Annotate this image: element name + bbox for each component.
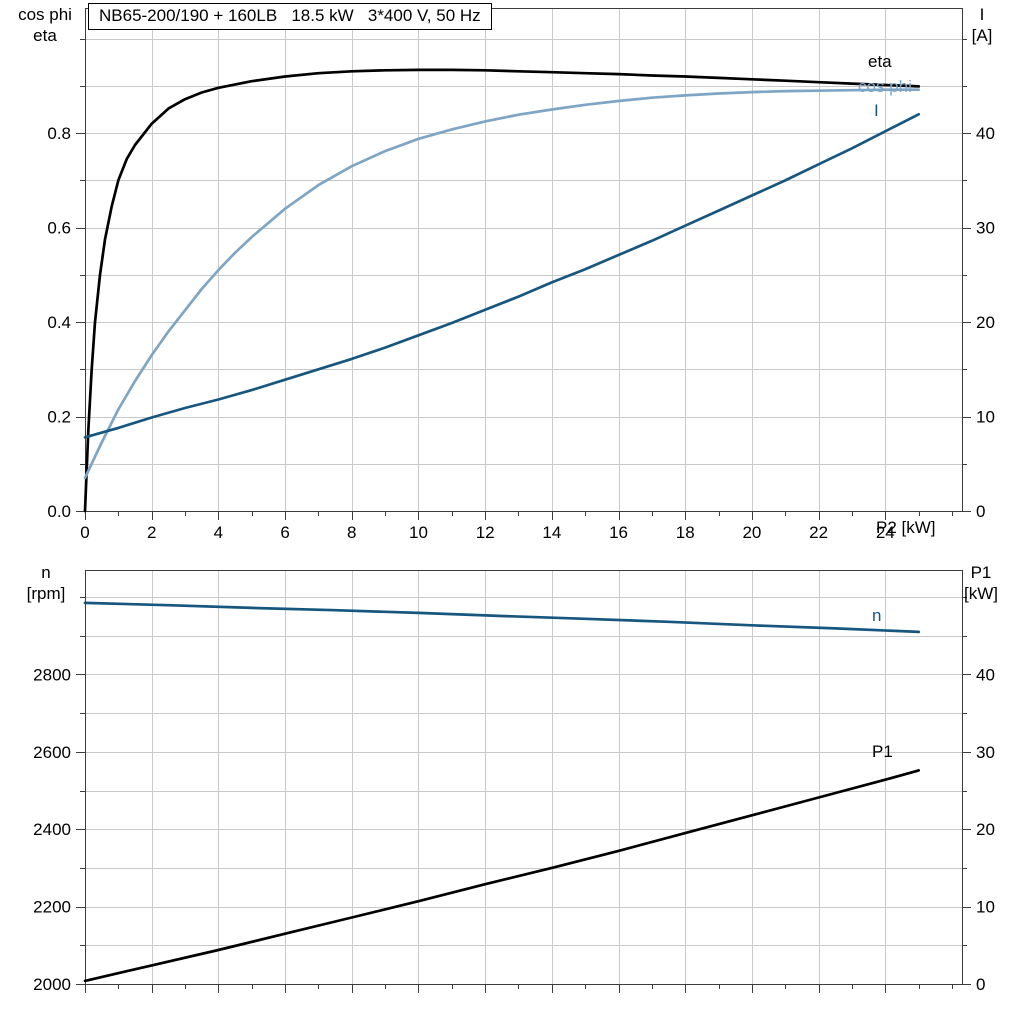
cos-phi-curve-label: cos phi — [858, 77, 912, 96]
svg-text:22: 22 — [809, 523, 828, 542]
chart-title-box: NB65-200/190 + 160LB 18.5 kW 3*400 V, 50… — [88, 3, 492, 30]
svg-text:2800: 2800 — [33, 665, 71, 684]
svg-text:6: 6 — [280, 523, 289, 542]
svg-text:24: 24 — [876, 523, 895, 542]
svg-text:30: 30 — [976, 219, 995, 238]
eta-curve-label: eta — [868, 52, 892, 71]
top-right-axis-header: I [A] — [952, 4, 1012, 46]
svg-text:4: 4 — [214, 523, 223, 542]
svg-text:18: 18 — [676, 523, 695, 542]
svg-text:20: 20 — [742, 523, 761, 542]
p1-axis-label: P1 — [970, 563, 992, 582]
svg-text:2600: 2600 — [33, 743, 71, 762]
svg-text:2: 2 — [147, 523, 156, 542]
bottom-left-axis-header: n [rpm] — [8, 562, 84, 604]
speed-axis-label: n — [41, 563, 51, 582]
svg-text:14: 14 — [542, 523, 561, 542]
p1-axis-unit: [kW] — [964, 584, 998, 603]
eta-axis-label: eta — [33, 26, 57, 45]
svg-text:10: 10 — [976, 408, 995, 427]
svg-text:30: 30 — [976, 743, 995, 762]
svg-text:2000: 2000 — [33, 975, 71, 994]
current-axis-label: I — [979, 5, 985, 24]
top-left-axis-header: cos phi eta — [6, 4, 84, 46]
x-axis-label: P2 [kW] — [876, 518, 936, 537]
svg-text:0: 0 — [80, 523, 89, 542]
p1-curve-label: P1 — [872, 742, 893, 761]
svg-text:8: 8 — [347, 523, 356, 542]
svg-text:0.6: 0.6 — [47, 219, 71, 238]
svg-text:0.2: 0.2 — [47, 408, 71, 427]
speed-curve-label: n — [872, 606, 882, 625]
svg-text:20: 20 — [976, 313, 995, 332]
svg-text:10: 10 — [976, 898, 995, 917]
svg-text:0.4: 0.4 — [47, 313, 71, 332]
current-curve-label: I — [874, 101, 879, 120]
svg-text:0.0: 0.0 — [47, 502, 71, 521]
bottom-right-axis-header: P1 [kW] — [950, 562, 1012, 604]
svg-text:10: 10 — [409, 523, 428, 542]
current-axis-unit: [A] — [971, 26, 993, 45]
svg-text:40: 40 — [976, 124, 995, 143]
svg-text:0: 0 — [976, 502, 985, 521]
svg-text:2400: 2400 — [33, 820, 71, 839]
svg-text:0.8: 0.8 — [47, 124, 71, 143]
svg-text:2200: 2200 — [33, 898, 71, 917]
svg-text:0: 0 — [976, 975, 985, 994]
svg-text:20: 20 — [976, 820, 995, 839]
svg-text:40: 40 — [976, 665, 995, 684]
svg-text:12: 12 — [476, 523, 495, 542]
svg-text:16: 16 — [609, 523, 628, 542]
speed-axis-unit: [rpm] — [26, 584, 66, 603]
cos-phi-axis-label: cos phi — [18, 5, 72, 24]
